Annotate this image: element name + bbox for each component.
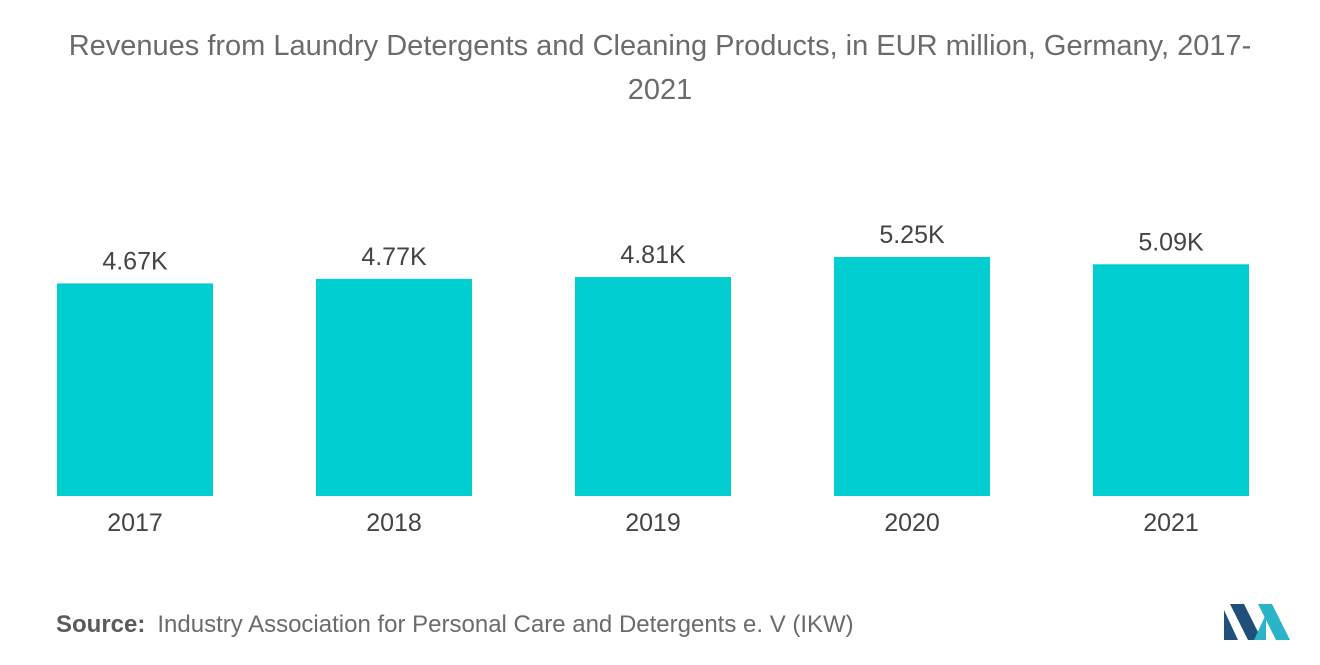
x-tick-label-2018: 2018: [366, 509, 422, 537]
value-label-2021: 5.09K: [1138, 228, 1204, 256]
bars-layer: [57, 257, 1249, 496]
mordor-intelligence-logo-icon: [1224, 604, 1290, 640]
value-label-2018: 4.77K: [361, 243, 427, 271]
x-tick-label-2017: 2017: [107, 509, 163, 537]
source-label: Source:: [56, 611, 146, 638]
value-label-2019: 4.81K: [620, 241, 686, 269]
value-labels-layer: 4.67K 4.77K 4.81K 5.25K 5.09K: [102, 221, 1204, 275]
bar-2017: [57, 283, 213, 496]
source-note: Source: Industry Association for Personal…: [56, 611, 854, 639]
source-text: Industry Association for Personal Care a…: [157, 611, 854, 638]
value-label-2017: 4.67K: [102, 247, 168, 275]
bar-2019: [575, 277, 731, 496]
bar-2020: [834, 257, 990, 496]
x-tick-label-2019: 2019: [625, 509, 681, 537]
x-axis-tick-labels: 2017 2018 2019 2020 2021: [107, 509, 1199, 537]
chart-title: Revenues from Laundry Detergents and Cle…: [68, 30, 1252, 106]
x-tick-label-2020: 2020: [884, 509, 940, 537]
x-tick-label-2021: 2021: [1143, 509, 1199, 537]
bar-2018: [316, 278, 472, 496]
value-label-2020: 5.25K: [879, 221, 945, 249]
bar-2021: [1093, 264, 1249, 496]
